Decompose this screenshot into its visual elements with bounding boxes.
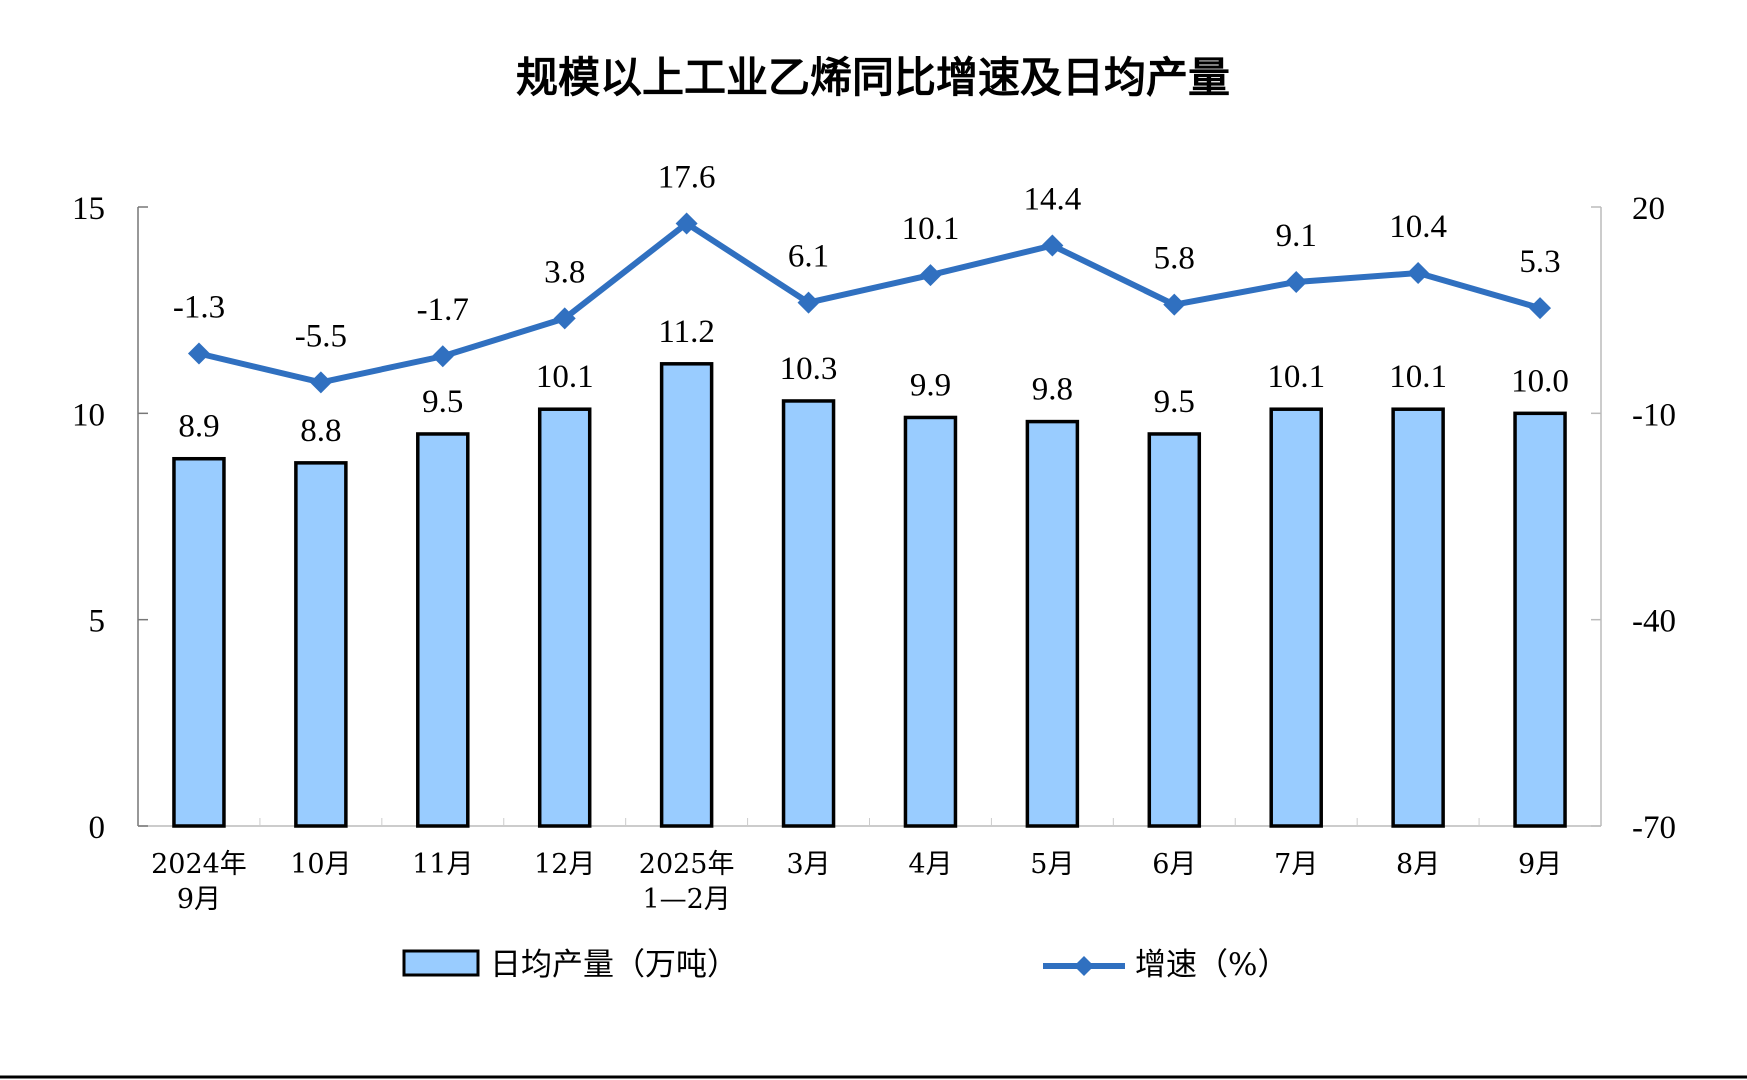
line-data-label: -1.3	[173, 289, 225, 325]
line-marker	[187, 342, 210, 365]
category-label: 2025年	[639, 849, 735, 880]
left-tick-label: 10	[72, 397, 105, 433]
category-label: 6月	[1152, 849, 1196, 880]
legend-bar-label: 日均产量（万吨）	[490, 947, 738, 983]
legend-bar-swatch	[402, 949, 480, 977]
bar	[294, 461, 348, 828]
category-label: 1—2月	[642, 884, 730, 915]
bar-data-label: 8.9	[178, 409, 219, 445]
category-label: 5月	[1030, 849, 1074, 880]
bar-data-label: 10.1	[1267, 359, 1325, 395]
line-data-label: 6.1	[788, 239, 829, 275]
line-data-label: 10.1	[902, 211, 960, 247]
category-label: 3月	[786, 849, 830, 880]
left-tick-label: 0	[89, 810, 106, 846]
bar-data-label: 8.8	[300, 413, 341, 449]
bar-data-label: 10.3	[780, 351, 838, 387]
category-label: 2024年	[151, 849, 247, 880]
bar-data-label: 10.1	[536, 359, 594, 395]
category-label: 8月	[1396, 849, 1440, 880]
bar-data-label: 10.0	[1511, 363, 1569, 399]
line-marker	[431, 345, 454, 368]
legend: 日均产量（万吨） 增速（%）	[402, 947, 1288, 983]
bar-data-label: 9.5	[422, 384, 463, 420]
category-label: 9月	[1518, 849, 1562, 880]
line-marker	[1285, 270, 1308, 293]
line-marker	[309, 371, 332, 394]
bar	[1391, 407, 1445, 828]
line-marker	[675, 212, 698, 235]
line-marker	[919, 264, 942, 287]
line-data-label: 10.4	[1389, 209, 1447, 245]
bar	[659, 362, 714, 828]
right-tick-label: -10	[1632, 397, 1676, 433]
line-data-label: 5.8	[1154, 241, 1195, 277]
bar	[172, 456, 226, 828]
bar	[903, 415, 958, 828]
line-marker	[1041, 234, 1064, 257]
line-data-label: 9.1	[1276, 218, 1317, 254]
category-label: 10月	[290, 849, 351, 880]
category-label: 11月	[412, 849, 473, 880]
line-data-label: 3.8	[544, 254, 585, 290]
line-marker	[1407, 262, 1430, 285]
category-label: 7月	[1274, 849, 1318, 880]
chart-title: 规模以上工业乙烯同比增速及日均产量	[516, 53, 1230, 102]
bar	[1147, 432, 1202, 828]
line-data-label: 5.3	[1519, 244, 1560, 280]
bar-data-label: 9.5	[1154, 384, 1195, 420]
line-data-label: -5.5	[295, 318, 347, 354]
bar-data-label: 11.2	[658, 314, 715, 350]
bar-data-label: 10.1	[1389, 359, 1447, 395]
line-data-label: 14.4	[1024, 182, 1082, 218]
line-marker	[797, 291, 820, 314]
line-marker	[1163, 293, 1186, 316]
legend-line-marker	[1074, 956, 1094, 976]
right-tick-label: 20	[1632, 191, 1665, 227]
category-label: 4月	[908, 849, 952, 880]
bar	[416, 432, 470, 828]
bar	[1269, 407, 1323, 828]
line-data-label: 17.6	[658, 160, 716, 196]
bar	[1025, 419, 1080, 828]
category-label: 9月	[177, 884, 221, 915]
line-data-label: -1.7	[417, 292, 469, 328]
bar-data-label: 9.9	[910, 367, 951, 403]
line-marker	[1529, 297, 1552, 320]
bar	[1513, 411, 1567, 828]
left-tick-label: 15	[72, 191, 105, 227]
line-marker	[553, 307, 576, 330]
bar	[537, 407, 592, 828]
growth-line	[198, 220, 1541, 386]
bar-data-label: 9.8	[1032, 372, 1073, 408]
right-tick-label: -70	[1632, 810, 1676, 846]
bar	[781, 399, 836, 828]
category-label: 12月	[534, 849, 595, 880]
right-tick-label: -40	[1632, 604, 1676, 640]
legend-line-label: 增速（%）	[1135, 947, 1288, 983]
left-tick-label: 5	[89, 604, 106, 640]
